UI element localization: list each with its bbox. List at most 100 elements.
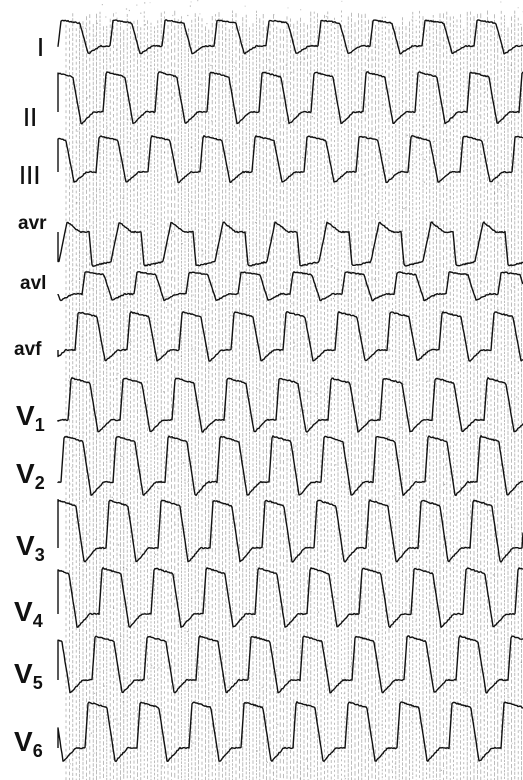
grid-speckle <box>208 368 210 370</box>
grid-speckle <box>89 360 91 362</box>
grid-speckle <box>209 752 211 754</box>
grid-speckle <box>134 673 136 675</box>
grid-speckle <box>336 597 338 599</box>
grid-speckle <box>230 314 232 317</box>
grid-speckle <box>455 595 457 597</box>
grid-speckle <box>430 266 432 268</box>
grid-speckle <box>351 67 354 69</box>
grid-speckle <box>418 495 420 497</box>
grid-speckle <box>154 244 156 246</box>
grid-speckle <box>498 237 500 239</box>
grid-speckle <box>516 396 518 398</box>
grid-speckle <box>137 522 139 524</box>
grid-speckle <box>508 69 510 72</box>
grid-speckle <box>380 464 382 466</box>
grid-speckle <box>408 499 410 501</box>
grid-speckle <box>99 326 101 329</box>
grid-speckle <box>386 153 388 155</box>
grid-speckle <box>319 707 321 709</box>
grid-speckle <box>73 615 75 617</box>
grid-speckle <box>155 553 157 556</box>
grid-speckle <box>519 729 521 732</box>
grid-speckle <box>190 1 192 3</box>
grid-speckle <box>491 497 493 499</box>
grid-speckle <box>508 122 510 124</box>
grid-speckle <box>489 424 491 426</box>
grid-speckle <box>106 127 108 129</box>
grid-speckle <box>492 518 494 520</box>
grid-speckle <box>211 120 213 122</box>
grid-speckle <box>202 160 204 162</box>
grid-speckle <box>395 333 397 335</box>
grid-speckle <box>71 589 73 592</box>
grid-speckle <box>460 68 462 70</box>
grid-speckle <box>509 267 511 269</box>
grid-speckle <box>404 263 406 265</box>
grid-speckle <box>111 496 113 498</box>
grid-speckle <box>102 268 104 270</box>
grid-speckle <box>132 488 134 490</box>
grid-speckle <box>506 194 508 196</box>
grid-speckle <box>295 445 297 447</box>
grid-speckle <box>236 571 238 573</box>
grid-speckle <box>372 59 374 61</box>
grid-speckle <box>445 139 447 141</box>
grid-speckle <box>353 368 356 370</box>
grid-speckle <box>172 324 174 326</box>
grid-speckle <box>188 211 190 213</box>
ecg-trace-i <box>57 19 523 55</box>
grid-speckle <box>153 51 155 53</box>
grid-speckle <box>517 551 520 553</box>
grid-speckle <box>323 204 325 206</box>
grid-speckle <box>502 641 504 643</box>
grid-speckle <box>291 302 293 305</box>
grid-speckle <box>395 322 397 324</box>
grid-speckle <box>210 64 212 66</box>
lead-label-v2: V2 <box>16 458 45 493</box>
grid-speckle <box>177 563 179 565</box>
grid-speckle <box>85 150 87 152</box>
grid-speckle <box>247 444 249 446</box>
grid-speckle <box>486 130 489 132</box>
grid-speckle <box>197 0 199 2</box>
grid-speckle <box>154 506 156 508</box>
grid-speckle <box>415 314 417 317</box>
grid-speckle <box>433 140 435 142</box>
grid-speckle <box>81 284 83 286</box>
grid-speckle <box>454 24 456 26</box>
lead-label-v6: V6 <box>14 726 43 761</box>
grid-speckle <box>95 538 97 541</box>
grid-speckle <box>127 119 129 121</box>
grid-speckle <box>400 426 402 428</box>
grid-speckle <box>96 22 98 24</box>
grid-speckle <box>94 692 96 694</box>
grid-speckle <box>301 705 303 707</box>
grid-speckle <box>410 706 412 709</box>
grid-speckle <box>438 528 440 530</box>
grid-speckle <box>122 701 124 703</box>
grid-speckle <box>184 483 186 485</box>
grid-speckle <box>503 625 506 627</box>
grid-speckle <box>323 222 325 224</box>
grid-speckle <box>434 102 436 104</box>
grid-speckle <box>268 58 270 61</box>
grid-speckle <box>187 481 189 483</box>
grid-speckle <box>312 477 314 479</box>
grid-speckle <box>261 687 263 689</box>
grid-speckle <box>214 550 216 552</box>
grid-speckle <box>297 671 299 673</box>
grid-speckle <box>417 630 419 633</box>
grid-speckle <box>440 598 442 600</box>
grid-speckle <box>414 162 416 165</box>
grid-speckle <box>115 378 117 380</box>
grid-speckle <box>299 770 301 772</box>
grid-speckle <box>120 381 122 384</box>
grid-speckle <box>446 657 448 659</box>
grid-speckle <box>505 475 507 477</box>
grid-speckle <box>121 455 123 458</box>
grid-speckle <box>389 349 391 351</box>
grid-speckle <box>306 758 308 760</box>
grid-speckle <box>426 556 428 558</box>
grid-speckle <box>257 697 259 699</box>
grid-speckle <box>255 531 257 533</box>
